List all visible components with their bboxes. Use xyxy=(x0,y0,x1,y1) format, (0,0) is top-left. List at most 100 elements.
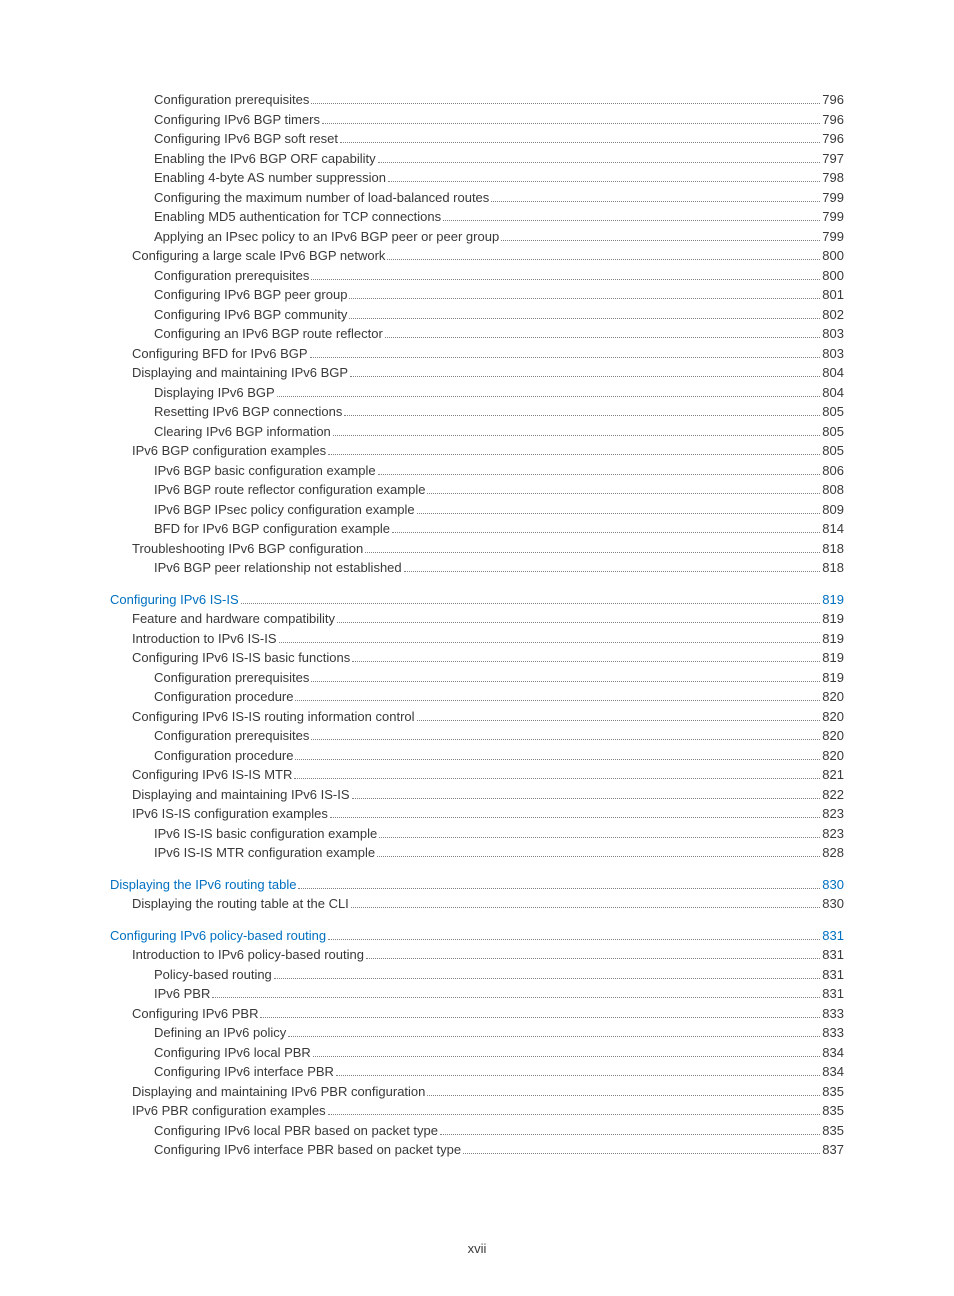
toc-entry-label: Feature and hardware compatibility xyxy=(132,609,335,629)
toc-leader-dots xyxy=(417,502,821,513)
toc-entry-label: Displaying and maintaining IPv6 BGP xyxy=(132,363,348,383)
toc-entry: BFD for IPv6 BGP configuration example 8… xyxy=(110,519,844,539)
toc-entry-page: 801 xyxy=(822,285,844,305)
toc-leader-dots xyxy=(277,385,821,396)
toc-entry-label: Configuring IPv6 BGP soft reset xyxy=(154,129,338,149)
toc-entry-label: IPv6 BGP basic configuration example xyxy=(154,461,376,481)
toc-entry-page: 821 xyxy=(822,765,844,785)
toc-leader-dots xyxy=(311,268,820,279)
toc-leader-dots xyxy=(337,612,820,623)
toc-entry-label: Configuring IPv6 interface PBR based on … xyxy=(154,1140,461,1160)
toc-entry-page: 831 xyxy=(822,984,844,1004)
toc-entry-page: 799 xyxy=(822,227,844,247)
toc-leader-dots xyxy=(288,1026,820,1037)
toc-entry-label: Configuring IPv6 policy-based routing xyxy=(110,926,326,946)
toc-entry: IPv6 BGP IPsec policy configuration exam… xyxy=(110,500,844,520)
toc-leader-dots xyxy=(333,424,821,435)
toc-entry-page: 835 xyxy=(822,1121,844,1141)
toc-entry-page: 800 xyxy=(822,246,844,266)
toc-entry-page: 805 xyxy=(822,402,844,422)
toc-entry-label: Displaying the IPv6 routing table xyxy=(110,875,296,895)
toc-leader-dots xyxy=(313,1045,820,1056)
toc-entry-label: IPv6 BGP route reflector configuration e… xyxy=(154,480,425,500)
toc-entry-label: Displaying and maintaining IPv6 IS-IS xyxy=(132,785,350,805)
toc-entry: Configuring IPv6 PBR 833 xyxy=(110,1004,844,1024)
toc-entry-page: 834 xyxy=(822,1062,844,1082)
toc-entry: Configuring a large scale IPv6 BGP netwo… xyxy=(110,246,844,266)
toc-entry-page: 797 xyxy=(822,149,844,169)
toc-entry-page: 818 xyxy=(822,539,844,559)
toc-entry-label: IPv6 PBR xyxy=(154,984,210,1004)
toc-entry: IPv6 PBR configuration examples 835 xyxy=(110,1101,844,1121)
toc-entry-label: IPv6 BGP peer relationship not establish… xyxy=(154,558,402,578)
toc-entry-page: 830 xyxy=(822,875,844,895)
toc-leader-dots xyxy=(501,229,820,240)
toc-entry-label: Configuration prerequisites xyxy=(154,90,309,110)
toc-entry[interactable]: Configuring IPv6 IS-IS 819 xyxy=(110,590,844,610)
toc-entry[interactable]: Displaying the IPv6 routing table 830 xyxy=(110,875,844,895)
toc-entry: Displaying and maintaining IPv6 IS-IS 82… xyxy=(110,785,844,805)
toc-entry: Configuring BFD for IPv6 BGP 803 xyxy=(110,344,844,364)
toc-leader-dots xyxy=(322,112,820,123)
toc-leader-dots xyxy=(336,1065,820,1076)
toc-leader-dots xyxy=(295,690,820,701)
toc-entry: Configuring IPv6 IS-IS MTR 821 xyxy=(110,765,844,785)
toc-leader-dots xyxy=(328,444,820,455)
toc-entry-page: 833 xyxy=(822,1004,844,1024)
toc-leader-dots xyxy=(279,631,821,642)
toc-entry-page: 805 xyxy=(822,422,844,442)
toc-entry[interactable]: Configuring IPv6 policy-based routing 83… xyxy=(110,926,844,946)
toc-leader-dots xyxy=(330,807,820,818)
toc-entry-page: 806 xyxy=(822,461,844,481)
toc-entry: Applying an IPsec policy to an IPv6 BGP … xyxy=(110,227,844,247)
toc-entry-page: 820 xyxy=(822,746,844,766)
toc-entry-page: 830 xyxy=(822,894,844,914)
toc-leader-dots xyxy=(366,948,820,959)
toc-entry-page: 796 xyxy=(822,129,844,149)
toc-entry-label: Configuring IPv6 local PBR xyxy=(154,1043,311,1063)
toc-leader-dots xyxy=(427,483,820,494)
toc-entry: Configuring IPv6 BGP soft reset 796 xyxy=(110,129,844,149)
toc-entry-label: Configuring IPv6 BGP timers xyxy=(154,110,320,130)
toc-entry-label: Policy-based routing xyxy=(154,965,272,985)
toc-entry-page: 804 xyxy=(822,383,844,403)
toc-leader-dots xyxy=(295,748,820,759)
toc-entry: IPv6 BGP route reflector configuration e… xyxy=(110,480,844,500)
toc-entry-page: 823 xyxy=(822,804,844,824)
toc-entry-page: 837 xyxy=(822,1140,844,1160)
toc-entry-page: 808 xyxy=(822,480,844,500)
toc-entry: Feature and hardware compatibility 819 xyxy=(110,609,844,629)
toc-entry: Configuration procedure 820 xyxy=(110,687,844,707)
toc-entry-label: Displaying and maintaining IPv6 PBR conf… xyxy=(132,1082,425,1102)
toc-page: Configuration prerequisites 796Configuri… xyxy=(0,0,954,1296)
toc-entry: Configuration prerequisites 819 xyxy=(110,668,844,688)
toc-entry-label: Defining an IPv6 policy xyxy=(154,1023,286,1043)
toc-entry-label: Configuring IPv6 IS-IS xyxy=(110,590,239,610)
toc-leader-dots xyxy=(352,651,820,662)
toc-entry: Introduction to IPv6 policy-based routin… xyxy=(110,945,844,965)
toc-entry-page: 822 xyxy=(822,785,844,805)
toc-entry-page: 834 xyxy=(822,1043,844,1063)
toc-leader-dots xyxy=(241,592,821,603)
toc-leader-dots xyxy=(388,171,820,182)
toc-entry: IPv6 BGP configuration examples 805 xyxy=(110,441,844,461)
toc-entry-label: Configuring IPv6 IS-IS routing informati… xyxy=(132,707,415,727)
toc-entry: IPv6 IS-IS configuration examples 823 xyxy=(110,804,844,824)
toc-leader-dots xyxy=(311,729,820,740)
toc-leader-dots xyxy=(379,826,820,837)
toc-leader-dots xyxy=(427,1084,820,1095)
toc-entry-label: Configuring IPv6 PBR xyxy=(132,1004,258,1024)
toc-entry: Configuring IPv6 interface PBR 834 xyxy=(110,1062,844,1082)
toc-entry: Configuring IPv6 local PBR 834 xyxy=(110,1043,844,1063)
toc-entry: IPv6 IS-IS basic configuration example 8… xyxy=(110,824,844,844)
toc-leader-dots xyxy=(340,132,820,143)
toc-leader-dots xyxy=(351,897,820,908)
toc-entry-page: 835 xyxy=(822,1101,844,1121)
toc-entry-label: IPv6 BGP configuration examples xyxy=(132,441,326,461)
toc-leader-dots xyxy=(311,670,820,681)
toc-entry-label: Enabling the IPv6 BGP ORF capability xyxy=(154,149,376,169)
toc-entry: Defining an IPv6 policy 833 xyxy=(110,1023,844,1043)
toc-entry-page: 831 xyxy=(822,945,844,965)
toc-leader-dots xyxy=(344,405,820,416)
toc-entry-label: Configuration procedure xyxy=(154,687,293,707)
